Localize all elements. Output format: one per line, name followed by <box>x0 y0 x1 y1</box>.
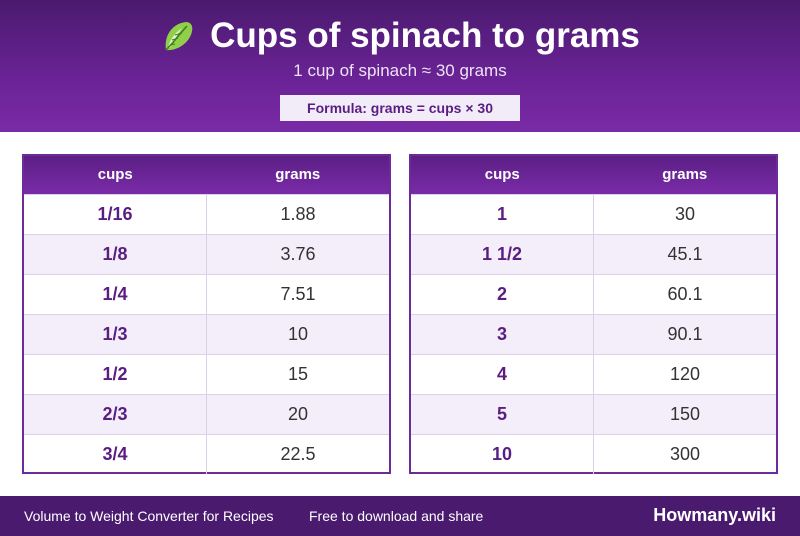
table-header: cups grams <box>24 156 389 194</box>
subtitle: 1 cup of spinach ≈ 30 grams <box>293 61 507 80</box>
grams-cell: 90.1 <box>667 324 703 344</box>
formula-badge: Formula: grams = cups × 30 <box>280 95 520 121</box>
header-banner: Cups of spinach to grams 1 cup of spinac… <box>0 0 800 132</box>
cups-cell: 2 <box>411 275 594 314</box>
page-title: Cups of spinach to grams <box>210 16 640 55</box>
conversion-table-right: cups grams 1 30 1 1/2 45.1 2 60.1 3 90.1… <box>409 154 778 474</box>
cups-cell: 1/2 <box>24 355 207 394</box>
grams-cell: 10 <box>287 324 309 344</box>
footer-bar: Volume to Weight Converter for Recipes F… <box>0 496 800 536</box>
grams-cell: 300 <box>669 444 701 464</box>
table-row: 3/4 22.5 <box>24 434 389 474</box>
cups-cell: 1 <box>411 195 594 234</box>
grams-cell: 22.5 <box>280 444 316 464</box>
brand-logo-text[interactable]: Howmany.wiki <box>653 505 776 525</box>
cups-cell: 1 1/2 <box>411 235 594 274</box>
footer-share-note: Free to download and share <box>309 508 484 524</box>
cups-cell: 1/8 <box>24 235 207 274</box>
grams-cell: 150 <box>669 404 701 424</box>
table-row: 3 90.1 <box>411 314 776 354</box>
column-header-grams: grams <box>662 166 708 183</box>
grams-cell: 7.51 <box>280 284 316 304</box>
table-row: 1/4 7.51 <box>24 274 389 314</box>
grams-cell: 120 <box>669 364 701 384</box>
table-row: 1/3 10 <box>24 314 389 354</box>
cups-cell: 3 <box>411 315 594 354</box>
cups-cell: 4 <box>411 355 594 394</box>
cups-cell: 2/3 <box>24 395 207 434</box>
cups-cell: 1/3 <box>24 315 207 354</box>
cups-cell: 10 <box>411 435 594 474</box>
table-row: 1 1/2 45.1 <box>411 234 776 274</box>
grams-cell: 60.1 <box>667 284 703 304</box>
table-header: cups grams <box>411 156 776 194</box>
cups-cell: 1/16 <box>24 195 207 234</box>
conversion-table-left: cups grams 1/16 1.88 1/8 3.76 1/4 7.51 1… <box>22 154 391 474</box>
footer-tagline: Volume to Weight Converter for Recipes <box>24 508 274 524</box>
grams-cell: 20 <box>287 404 309 424</box>
grams-cell: 30 <box>674 204 696 224</box>
column-header-cups: cups <box>97 166 133 183</box>
cups-cell: 3/4 <box>24 435 207 474</box>
table-row: 1/2 15 <box>24 354 389 394</box>
grams-cell: 1.88 <box>280 204 316 224</box>
column-header-cups: cups <box>484 166 520 183</box>
leafy-green-icon <box>165 22 193 51</box>
table-row: 4 120 <box>411 354 776 394</box>
grams-cell: 15 <box>287 364 309 384</box>
grams-cell: 3.76 <box>280 244 316 264</box>
table-row: 10 300 <box>411 434 776 474</box>
grams-cell: 45.1 <box>667 244 703 264</box>
cups-cell: 5 <box>411 395 594 434</box>
table-row: 5 150 <box>411 394 776 434</box>
table-row: 2 60.1 <box>411 274 776 314</box>
cups-cell: 1/4 <box>24 275 207 314</box>
table-row: 1/8 3.76 <box>24 234 389 274</box>
table-row: 1 30 <box>411 194 776 234</box>
column-header-grams: grams <box>275 166 321 183</box>
title-row: Cups of spinach to grams <box>0 14 800 58</box>
table-row: 1/16 1.88 <box>24 194 389 234</box>
table-row: 2/3 20 <box>24 394 389 434</box>
